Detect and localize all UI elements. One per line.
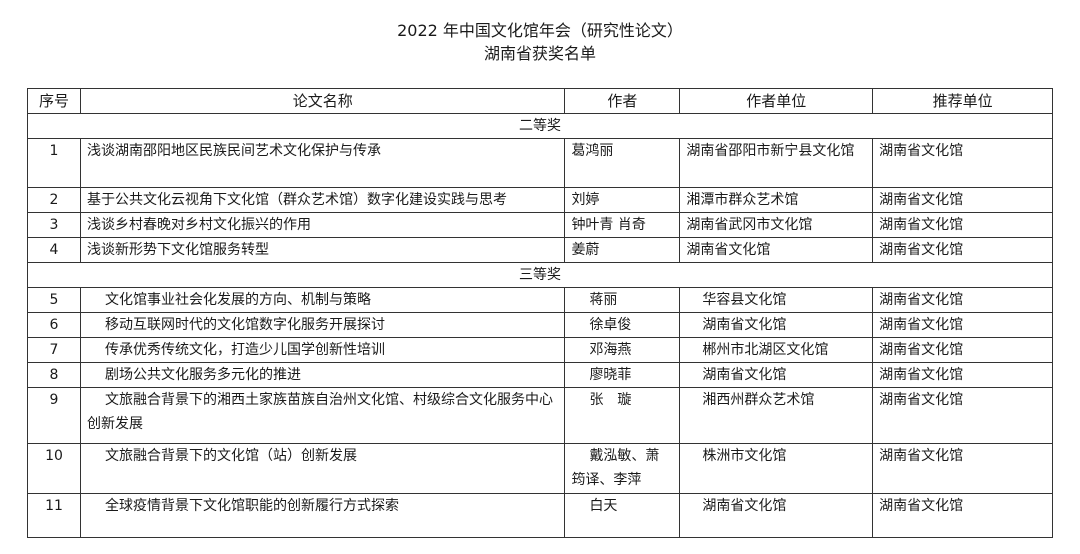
cell-title: 移动互联网时代的文化馆数字化服务开展探讨 <box>79 312 566 338</box>
cell-title: 浅谈湖南邵阳地区民族民间艺术文化保护与传承 <box>79 138 566 188</box>
cell-unit: 湖南省邵阳市新宁县文化馆 <box>679 138 874 188</box>
cell-unit: 湖南省文化馆 <box>679 493 874 538</box>
section-label: 三等奖 <box>27 262 1053 288</box>
cell-author: 蒋丽 <box>564 287 681 313</box>
cell-no: 5 <box>27 287 81 313</box>
section-row: 二等奖 <box>27 113 1053 139</box>
cell-author: 葛鸿丽 <box>564 138 681 188</box>
column-header-recommender: 推荐单位 <box>872 88 1053 114</box>
table-row: 1 浅谈湖南邵阳地区民族民间艺术文化保护与传承 葛鸿丽 湖南省邵阳市新宁县文化馆 湖南省… <box>27 138 1053 188</box>
cell-unit: 湘西州群众艺术馆 <box>679 387 874 444</box>
cell-title: 剧场公共文化服务多元化的推进 <box>79 362 566 388</box>
cell-author: 戴泓敏、萧筠译、李萍 <box>564 443 681 494</box>
cell-author: 刘婷 <box>564 187 681 213</box>
cell-recommender: 湖南省文化馆 <box>872 312 1053 338</box>
cell-no: 9 <box>27 387 81 444</box>
column-header-author: 作者 <box>564 88 681 114</box>
table-row: 10 文旅融合背景下的文化馆（站）创新发展 戴泓敏、萧筠译、李萍 株洲市文化馆 湖南省文… <box>27 443 1053 494</box>
cell-title: 文旅融合背景下的文化馆（站）创新发展 <box>79 443 566 494</box>
award-table: 序号 论文名称 作者 作者单位 推荐单位 二等奖 1 浅谈湖南邵阳地区民族民间艺术文… <box>27 88 1053 538</box>
cell-unit: 湖南省文化馆 <box>679 362 874 388</box>
cell-title: 基于公共文化云视角下文化馆（群众艺术馆）数字化建设实践与思考 <box>79 187 566 213</box>
document-subtitle: 湖南省获奖名单 <box>483 44 596 63</box>
cell-unit: 华容县文化馆 <box>679 287 874 313</box>
cell-recommender: 湖南省文化馆 <box>872 237 1053 263</box>
cell-author: 白天 <box>564 493 681 538</box>
cell-title: 文化馆事业社会化发展的方向、机制与策略 <box>79 287 566 313</box>
cell-recommender: 湖南省文化馆 <box>872 337 1053 363</box>
cell-recommender: 湖南省文化馆 <box>872 187 1053 213</box>
cell-unit: 郴州市北湖区文化馆 <box>679 337 874 363</box>
cell-recommender: 湖南省文化馆 <box>872 387 1053 444</box>
cell-author: 张 璇 <box>564 387 681 444</box>
cell-author: 邓海燕 <box>564 337 681 363</box>
section-row: 三等奖 <box>27 262 1053 288</box>
cell-no: 6 <box>27 312 81 338</box>
table-row: 9 文旅融合背景下的湘西土家族苗族自治州文化馆、村级综合文化服务中心创新发展张 璇… <box>27 387 1053 444</box>
cell-recommender: 湖南省文化馆 <box>872 443 1053 494</box>
column-header-no: 序号 <box>27 88 81 114</box>
cell-unit: 湖南省文化馆 <box>679 312 874 338</box>
cell-title: 浅谈乡村春晚对乡村文化振兴的作用 <box>79 212 566 238</box>
cell-title: 文旅融合背景下的湘西土家族苗族自治州文化馆、村级综合文化服务中心创新发展 <box>79 387 566 444</box>
cell-no: 3 <box>27 212 81 238</box>
cell-no: 1 <box>27 138 81 188</box>
cell-author: 姜蔚 <box>564 237 681 263</box>
cell-title: 传承优秀传统文化，打造少儿国学创新性培训 <box>79 337 566 363</box>
cell-no: 8 <box>27 362 81 388</box>
cell-no: 4 <box>27 237 81 263</box>
cell-unit: 湘潭市群众艺术馆 <box>679 187 874 213</box>
cell-recommender: 湖南省文化馆 <box>872 493 1053 538</box>
cell-title: 全球疫情背景下文化馆职能的创新履行方式探索 <box>79 493 566 538</box>
cell-unit: 湖南省武冈市文化馆 <box>679 212 874 238</box>
cell-unit: 湖南省文化馆 <box>679 237 874 263</box>
cell-author: 钟叶青 肖奇 <box>564 212 681 238</box>
cell-unit: 株洲市文化馆 <box>679 443 874 494</box>
table-row: 5 文化馆事业社会化发展的方向、机制与策略 蒋丽 华容县文化馆 湖南省文化馆 <box>27 287 1053 313</box>
section-label: 二等奖 <box>27 113 1053 139</box>
table-row: 4 浅谈新形势下文化馆服务转型 姜蔚 湖南省文化馆 湖南省文化馆 <box>27 237 1053 263</box>
document-title: 2022 年中国文化馆年会（研究性论文） <box>397 21 683 40</box>
cell-no: 2 <box>27 187 81 213</box>
cell-no: 10 <box>27 443 81 494</box>
table-row: 6 移动互联网时代的文化馆数字化服务开展探讨 徐卓俊 湖南省文化馆 湖南省文化馆 <box>27 312 1053 338</box>
table-row: 3 浅谈乡村春晚对乡村文化振兴的作用 钟叶青 肖奇 湖南省武冈市文化馆 湖南省文化馆 <box>27 212 1053 238</box>
cell-no: 7 <box>27 337 81 363</box>
column-header-unit: 作者单位 <box>679 88 874 114</box>
cell-author: 廖晓菲 <box>564 362 681 388</box>
table-row: 7 传承优秀传统文化，打造少儿国学创新性培训 邓海燕 郴州市北湖区文化馆 湖南省文化馆 <box>27 337 1053 363</box>
column-header-title: 论文名称 <box>79 88 566 114</box>
cell-recommender: 湖南省文化馆 <box>872 212 1053 238</box>
cell-no: 11 <box>27 493 81 538</box>
table-row: 2 基于公共文化云视角下文化馆（群众艺术馆）数字化建设实践与思考 刘婷 湘潭市群众艺术… <box>27 187 1053 213</box>
cell-title: 浅谈新形势下文化馆服务转型 <box>79 237 566 263</box>
table-header-row: 序号 论文名称 作者 作者单位 推荐单位 <box>27 88 1053 114</box>
cell-recommender: 湖南省文化馆 <box>872 362 1053 388</box>
cell-author: 徐卓俊 <box>564 312 681 338</box>
cell-recommender: 湖南省文化馆 <box>872 287 1053 313</box>
table-row: 8 剧场公共文化服务多元化的推进 廖晓菲 湖南省文化馆 湖南省文化馆 <box>27 362 1053 388</box>
table-row: 11 全球疫情背景下文化馆职能的创新履行方式探索 白天 湖南省文化馆 湖南省文化馆 <box>27 493 1053 538</box>
cell-recommender: 湖南省文化馆 <box>872 138 1053 188</box>
